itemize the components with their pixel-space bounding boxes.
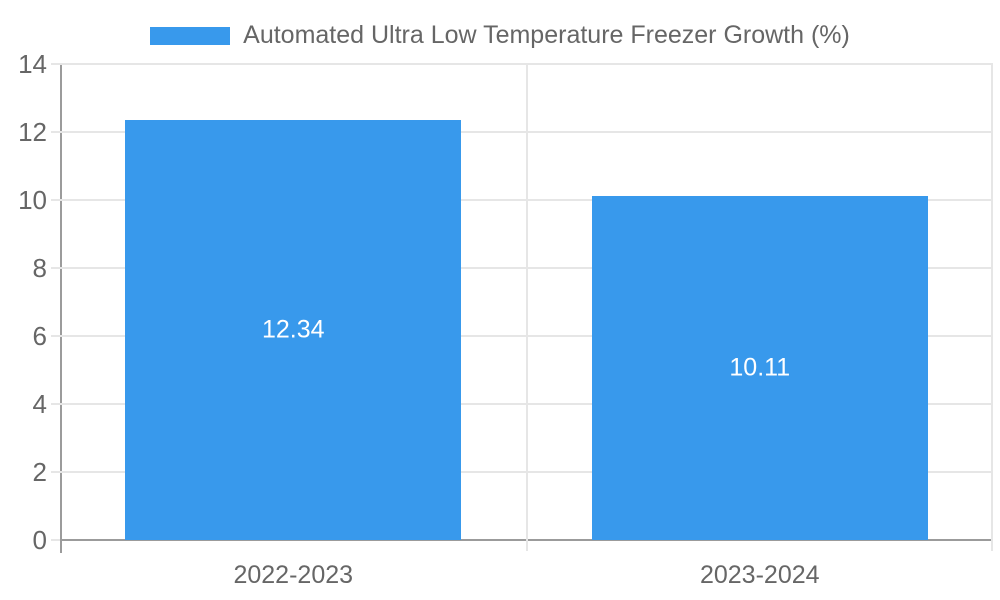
y-axis-tick-label: 14 bbox=[18, 49, 47, 79]
x-axis-tick bbox=[991, 540, 993, 551]
y-axis-tick bbox=[51, 199, 60, 201]
y-axis-tick-label: 10 bbox=[18, 185, 47, 215]
x-axis-category-label: 2023-2024 bbox=[699, 561, 820, 589]
y-axis-tick bbox=[51, 335, 60, 337]
bar-2023-2024[interactable] bbox=[591, 196, 928, 540]
y-axis-tick-label: 2 bbox=[32, 457, 47, 487]
y-axis-tick bbox=[51, 539, 60, 541]
y-axis-tick bbox=[51, 267, 60, 269]
legend-swatch-icon[interactable] bbox=[150, 26, 231, 45]
plot-area: 12.34 10.11 bbox=[51, 63, 993, 553]
y-axis-line bbox=[60, 64, 62, 553]
y-axis-tick bbox=[51, 471, 60, 473]
bar-2022-2023[interactable] bbox=[125, 120, 462, 540]
gridline-x-mid bbox=[525, 64, 528, 540]
y-axis-tick bbox=[51, 63, 60, 65]
x-axis-category-label: 2022-2023 bbox=[233, 561, 354, 589]
y-axis-tick-label: 8 bbox=[32, 253, 47, 283]
legend-label[interactable]: Automated Ultra Low Temperature Freezer … bbox=[243, 21, 850, 49]
y-axis-tick bbox=[51, 403, 60, 405]
gridline-x-right bbox=[991, 64, 993, 540]
y-axis-tick-label: 12 bbox=[18, 117, 47, 147]
y-axis-tick-label: 0 bbox=[32, 525, 47, 555]
y-axis-tick-label: 4 bbox=[32, 389, 47, 419]
x-axis-tick bbox=[525, 540, 528, 551]
y-axis-tick-label: 6 bbox=[32, 321, 47, 351]
bar-value-label: 10.11 bbox=[729, 353, 791, 382]
y-axis-tick bbox=[51, 131, 60, 133]
chart-legend: Automated Ultra Low Temperature Freezer … bbox=[0, 21, 1000, 50]
bar-value-label: 12.34 bbox=[261, 315, 325, 344]
